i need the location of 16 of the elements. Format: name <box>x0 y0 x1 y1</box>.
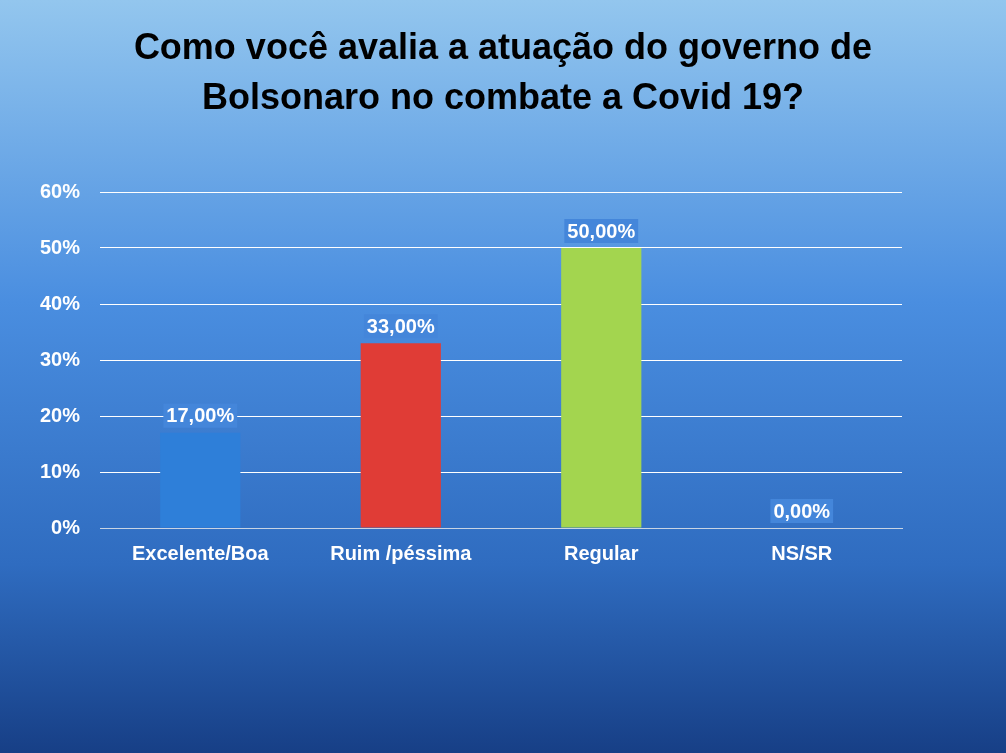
y-tick-label: 20% <box>40 403 81 426</box>
x-tick-label: Excelente/Boa <box>131 541 270 564</box>
x-tick-label: Ruim /péssima <box>330 541 473 564</box>
x-tick-label: Regular <box>564 541 639 564</box>
y-tick-label: 60% <box>40 179 81 202</box>
data-label: 33,00% <box>366 314 435 337</box>
data-label: 0,00% <box>773 499 831 522</box>
chart-title: Como você avalia a atuação do governo de Bolsonaro no combate a Covid 19? <box>132 25 874 119</box>
data-label: 17,00% <box>166 404 235 427</box>
y-tick-label: 40% <box>40 291 81 314</box>
y-tick-label: 30% <box>40 347 81 370</box>
y-tick-label: 0% <box>51 515 81 538</box>
x-tick-label: NS/SR <box>771 541 833 564</box>
data-label: 50,00% <box>567 219 636 242</box>
y-tick-label: 50% <box>40 235 81 258</box>
y-tick-label: 10% <box>40 459 81 482</box>
